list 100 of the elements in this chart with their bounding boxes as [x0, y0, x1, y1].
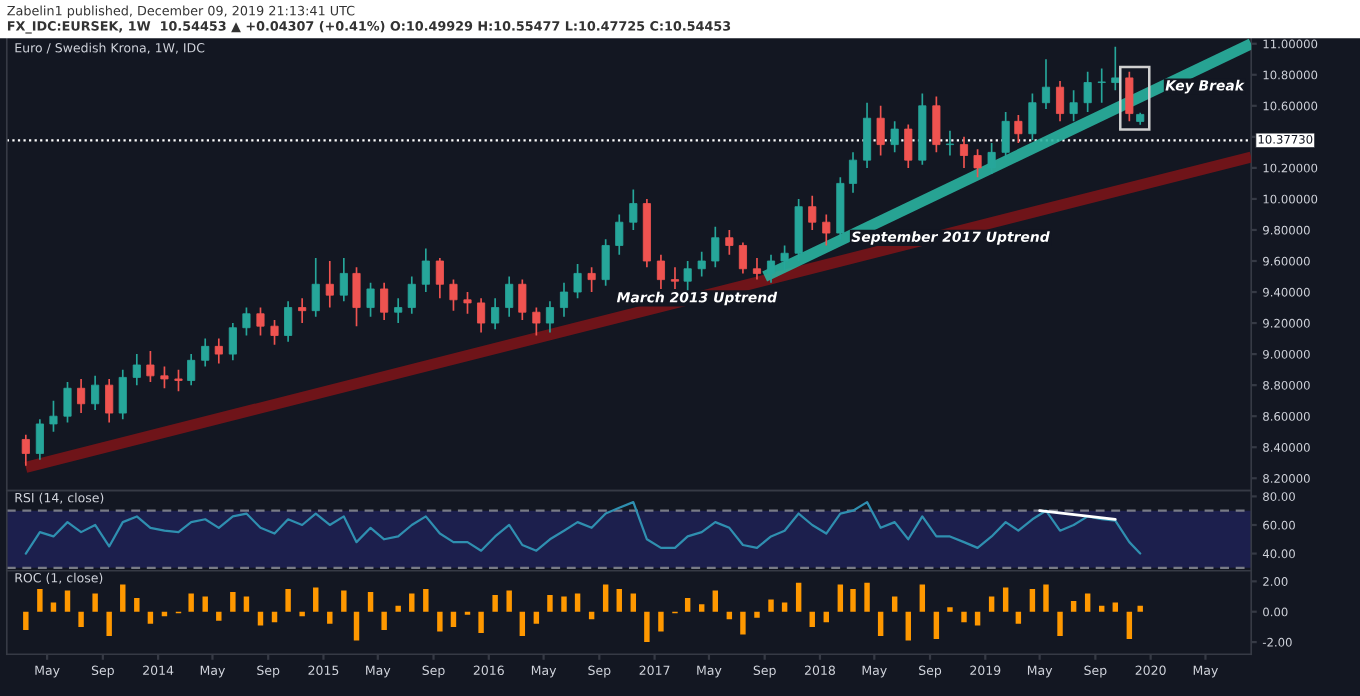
- candlestick: [270, 319, 279, 346]
- bar: [754, 611, 760, 618]
- candlestick: [959, 136, 969, 169]
- candlestick: [187, 353, 196, 386]
- bar: [327, 611, 333, 624]
- candlestick: [848, 151, 858, 194]
- bar: [781, 602, 788, 612]
- bar: [341, 590, 347, 612]
- bar: [864, 582, 870, 612]
- bar: [809, 611, 815, 627]
- bar: [1084, 593, 1091, 612]
- candlestick: [407, 275, 416, 315]
- bar: [1015, 611, 1022, 624]
- candlestick: [1001, 111, 1010, 160]
- bar: [230, 591, 236, 612]
- candlestick: [449, 278, 458, 312]
- bar: [988, 596, 995, 612]
- candlestick: [477, 297, 486, 334]
- bar: [506, 590, 512, 612]
- candlestick: [132, 353, 141, 386]
- bar: [1070, 601, 1077, 612]
- bar: [37, 588, 43, 612]
- bar: [381, 611, 387, 630]
- candlestick: [339, 257, 348, 303]
- candlestick: [105, 378, 114, 424]
- candlestick: [545, 300, 554, 334]
- candlestick: [697, 250, 706, 278]
- bar: [353, 611, 360, 641]
- candlestick: [325, 260, 334, 309]
- bar: [1098, 605, 1105, 612]
- candlestick: [394, 297, 403, 324]
- candlestick: [932, 95, 941, 154]
- bar: [478, 611, 484, 633]
- bar: [437, 611, 443, 632]
- bar: [1002, 587, 1009, 612]
- candlestick: [822, 213, 831, 247]
- bar: [409, 593, 415, 612]
- candlestick: [491, 297, 500, 331]
- candlestick: [1041, 58, 1051, 110]
- candlestick: [49, 399, 58, 433]
- candlestick: [780, 244, 789, 272]
- line-series: [24, 501, 1142, 555]
- candlestick: [587, 266, 596, 293]
- candlestick: [311, 257, 320, 318]
- candlestick: [670, 266, 680, 290]
- candlestick: [118, 368, 127, 421]
- bar: [285, 588, 291, 612]
- bar: [658, 611, 664, 632]
- candlestick: [174, 368, 183, 393]
- candlestick: [752, 257, 762, 281]
- candlestick: [890, 120, 899, 154]
- candlestick: [505, 275, 514, 318]
- bar: [106, 611, 112, 637]
- candlestick: [214, 337, 223, 365]
- candlestick: [421, 247, 430, 293]
- bar: [450, 611, 457, 627]
- bar: [1057, 611, 1063, 637]
- bar: [50, 602, 57, 612]
- bar: [850, 588, 856, 612]
- bar: [202, 596, 208, 612]
- candlestick: [463, 291, 472, 315]
- bar: [533, 611, 540, 624]
- bar: [134, 598, 140, 612]
- bar: [547, 595, 553, 612]
- candlestick: [1014, 114, 1023, 144]
- bar: [423, 588, 429, 612]
- candlestick: [91, 375, 100, 411]
- candlestick: [808, 194, 817, 231]
- candlestick: [35, 418, 44, 461]
- candlestick: [77, 378, 86, 414]
- candlestick: [380, 281, 389, 321]
- candlestick: [656, 253, 665, 290]
- bar: [644, 611, 650, 643]
- candlestick: [1069, 89, 1078, 123]
- candlestick: [146, 350, 155, 383]
- bar: [1029, 588, 1036, 612]
- bar: [78, 611, 84, 627]
- candlestick: [738, 241, 747, 275]
- bar: [243, 596, 250, 612]
- candlestick: [160, 365, 169, 390]
- candlestick: [435, 257, 444, 300]
- candlestick: [876, 104, 885, 157]
- candlestick: [794, 198, 803, 262]
- candlestick: [973, 148, 982, 179]
- bar: [933, 611, 940, 640]
- bar: [630, 593, 637, 612]
- candlestick: [904, 123, 913, 169]
- candlestick: [228, 322, 237, 362]
- bar: [92, 593, 98, 612]
- candlestick: [987, 142, 996, 175]
- bar: [120, 584, 126, 612]
- bar: [877, 611, 884, 637]
- bar: [23, 611, 29, 630]
- bar: [905, 611, 911, 641]
- candlestick: [683, 260, 692, 293]
- bar: [1043, 584, 1049, 612]
- candlestick: [201, 337, 210, 368]
- candlestick: [1028, 92, 1037, 141]
- candlestick: [366, 281, 375, 318]
- bar: [574, 593, 581, 612]
